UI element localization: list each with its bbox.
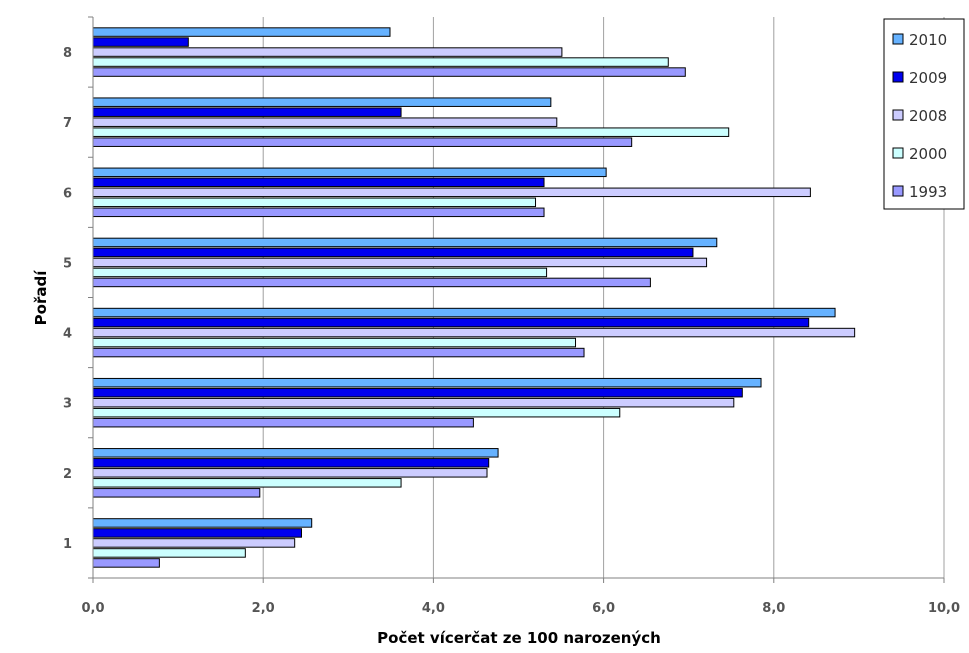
x-tick-label: 4,0	[422, 601, 445, 616]
bar-2008-category-7	[92, 117, 558, 127]
bar-2008-category-4	[92, 327, 856, 338]
bar-2009-category-8	[92, 37, 189, 47]
x-tick-label: 10,0	[928, 601, 960, 616]
legend-label-2008: 2008	[909, 107, 947, 125]
bar-2010-category-6	[92, 167, 607, 178]
bar-1993-category-4	[92, 347, 585, 358]
bar-1993-category-1	[92, 558, 160, 568]
bar-2000-category-7	[92, 127, 730, 137]
bar-2010-category-7	[92, 97, 552, 107]
bar-2010-category-3	[92, 377, 762, 388]
bar-1993-category-8	[92, 67, 686, 77]
y-tick-label: 2	[63, 467, 72, 482]
bar-2008-category-1	[92, 538, 296, 548]
bar-2009-category-5	[92, 247, 694, 258]
bar-2009-category-4	[92, 317, 810, 328]
bar-2000-category-8	[92, 57, 669, 67]
x-tick-label: 8,0	[762, 601, 785, 616]
bar-2009-category-1	[92, 528, 302, 538]
legend-label-2010: 2010	[909, 31, 947, 49]
legend-swatch-2000	[892, 147, 904, 159]
legend-swatch-2009	[892, 71, 904, 83]
axes	[88, 16, 945, 583]
y-tick-label: 8	[63, 46, 72, 61]
legend-label-2009: 2009	[909, 69, 947, 87]
y-tick-label: 7	[63, 116, 72, 131]
bar-2009-category-2	[92, 458, 490, 468]
x-tick-label: 0,0	[81, 601, 104, 616]
legend-swatch-1993	[892, 185, 904, 197]
bar-2008-category-2	[92, 468, 488, 478]
bar-2010-category-5	[92, 237, 718, 248]
bar-2009-category-6	[92, 177, 545, 188]
bar-2008-category-8	[92, 47, 563, 57]
bar-2008-category-5	[92, 257, 708, 268]
bar-2000-category-5	[92, 267, 548, 278]
bar-1993-category-6	[92, 207, 545, 218]
bar-2010-category-8	[92, 27, 391, 37]
bar-2010-category-4	[92, 307, 836, 318]
bar-2008-category-6	[92, 187, 811, 198]
legend-label-1993: 1993	[909, 183, 947, 201]
bar-1993-category-2	[92, 488, 261, 498]
y-tick-label: 4	[63, 327, 72, 342]
y-tick-label: 5	[63, 256, 72, 271]
bar-2000-category-2	[92, 478, 402, 488]
bar-2000-category-1	[92, 548, 246, 558]
x-tick-label: 2,0	[252, 601, 275, 616]
y-axis-title: Pořadí	[32, 270, 50, 326]
legend-swatch-2010	[892, 33, 904, 45]
bar-2009-category-7	[92, 107, 402, 117]
bar-2000-category-4	[92, 337, 577, 348]
bar-1993-category-3	[92, 417, 474, 428]
y-tick-label: 3	[63, 397, 72, 412]
bar-2009-category-3	[92, 387, 743, 398]
legend: 2010 2009 2008 2000 1993	[883, 18, 965, 210]
y-tick-labels: 1 2 3 4 5 6 7 8	[63, 46, 72, 552]
x-tick-labels: 0,0 2,0 4,0 6,0 8,0 10,0	[81, 601, 960, 616]
x-tick-label: 6,0	[592, 601, 615, 616]
legend-label-2000: 2000	[909, 145, 947, 163]
bar-2010-category-1	[92, 518, 313, 528]
bar-2008-category-3	[92, 397, 735, 408]
y-tick-label: 1	[63, 537, 72, 552]
y-tick-label: 6	[63, 186, 72, 201]
bar-1993-category-7	[92, 137, 633, 147]
legend-swatch-2008	[892, 109, 904, 121]
bar-2010-category-2	[92, 448, 499, 458]
x-axis-title: Počet vícerčat ze 100 narozených	[377, 629, 661, 647]
bar-2000-category-3	[92, 407, 621, 418]
bar-1993-category-5	[92, 277, 651, 288]
bar-2000-category-6	[92, 197, 537, 208]
